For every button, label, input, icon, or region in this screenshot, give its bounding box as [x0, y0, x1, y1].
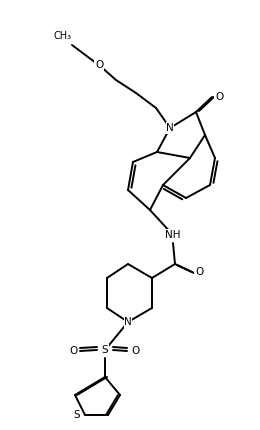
- Text: CH₃: CH₃: [54, 31, 72, 41]
- Text: O: O: [95, 60, 103, 70]
- Text: O: O: [215, 92, 223, 102]
- Text: S: S: [102, 345, 108, 355]
- Text: O: O: [131, 346, 139, 356]
- Text: O: O: [69, 346, 77, 356]
- Text: N: N: [166, 123, 174, 133]
- Text: NH: NH: [165, 230, 181, 240]
- Text: N: N: [124, 317, 132, 327]
- Text: S: S: [74, 410, 80, 420]
- Text: O: O: [195, 267, 203, 277]
